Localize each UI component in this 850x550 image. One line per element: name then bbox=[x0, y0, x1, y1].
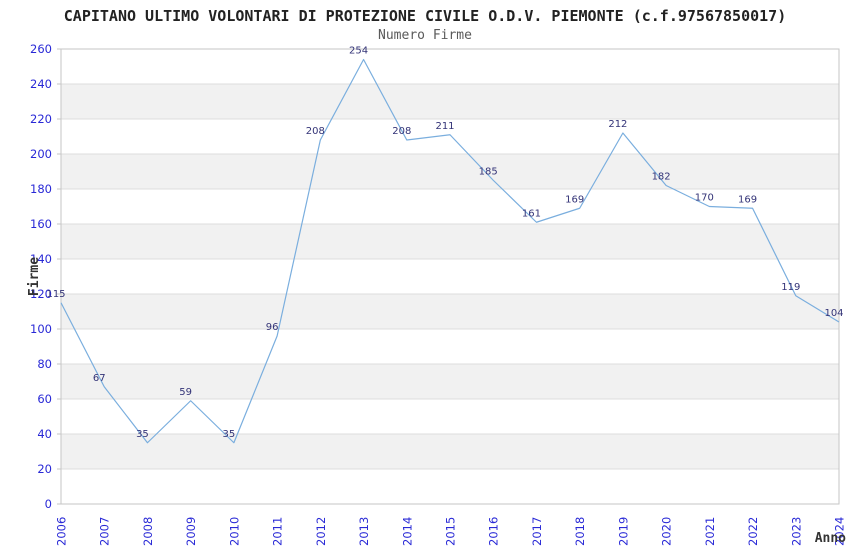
y-tick-label: 240 bbox=[30, 77, 52, 91]
grid-stripe bbox=[61, 84, 839, 119]
y-tick-label: 180 bbox=[30, 182, 52, 196]
data-point-label: 161 bbox=[522, 208, 541, 219]
y-tick-label: 200 bbox=[30, 147, 52, 161]
x-tick-label: 2014 bbox=[400, 517, 414, 546]
y-tick-label: 20 bbox=[37, 462, 52, 476]
grid-stripe bbox=[61, 154, 839, 189]
x-tick-label: 2021 bbox=[703, 517, 717, 546]
x-tick-label: 2016 bbox=[487, 517, 501, 546]
x-tick-label: 2017 bbox=[530, 517, 544, 546]
y-tick-label: 140 bbox=[30, 252, 52, 266]
y-tick-label: 160 bbox=[30, 217, 52, 231]
data-point-label: 96 bbox=[266, 322, 279, 333]
y-tick-label: 40 bbox=[37, 427, 52, 441]
y-axis-title: Firme bbox=[27, 257, 42, 296]
data-series-line bbox=[60, 58, 840, 444]
data-point-label: 170 bbox=[695, 193, 714, 204]
x-tick-label: 2024 bbox=[833, 517, 847, 546]
grid-stripe bbox=[61, 224, 839, 259]
data-point-label: 115 bbox=[46, 289, 65, 300]
data-point-label: 254 bbox=[349, 46, 368, 57]
data-point-label: 35 bbox=[136, 429, 149, 440]
y-tick-label: 120 bbox=[30, 287, 52, 301]
x-tick-label: 2009 bbox=[184, 517, 198, 546]
data-point-label: 182 bbox=[652, 172, 671, 183]
x-tick-label: 2022 bbox=[746, 517, 760, 546]
grid-stripe bbox=[61, 294, 839, 329]
data-point-label: 119 bbox=[781, 282, 800, 293]
x-tick-label: 2020 bbox=[660, 517, 674, 546]
data-point-label: 169 bbox=[738, 194, 757, 205]
data-point-label: 208 bbox=[306, 126, 325, 137]
x-axis-title: Anno bbox=[815, 531, 846, 546]
x-tick-label: 2006 bbox=[55, 517, 69, 546]
data-point-label: 208 bbox=[392, 126, 411, 137]
x-tick-label: 2018 bbox=[573, 517, 587, 546]
x-tick-label: 2023 bbox=[789, 517, 803, 546]
x-tick-label: 2007 bbox=[98, 517, 112, 546]
chart-subtitle: Numero Firme bbox=[378, 28, 472, 43]
y-tick-label: 80 bbox=[37, 357, 52, 371]
data-point-label: 104 bbox=[824, 308, 843, 319]
grid-stripe bbox=[61, 364, 839, 399]
x-tick-label: 2008 bbox=[141, 517, 155, 546]
y-tick-label: 260 bbox=[30, 42, 52, 56]
y-tick-label: 60 bbox=[37, 392, 52, 406]
data-point-label: 185 bbox=[479, 166, 498, 177]
x-tick-label: 2012 bbox=[314, 517, 328, 546]
data-point-label: 211 bbox=[435, 121, 454, 132]
data-point-label: 212 bbox=[608, 119, 627, 130]
x-tick-label: 2019 bbox=[616, 517, 630, 546]
y-tick-label: 100 bbox=[30, 322, 52, 336]
data-point-label: 59 bbox=[179, 387, 192, 398]
y-tick-label: 220 bbox=[30, 112, 52, 126]
data-point-label: 169 bbox=[565, 194, 584, 205]
data-point-label: 35 bbox=[223, 429, 236, 440]
y-tick-label: 0 bbox=[45, 497, 52, 511]
chart-title: CAPITANO ULTIMO VOLONTARI DI PROTEZIONE … bbox=[63, 7, 787, 25]
x-tick-label: 2010 bbox=[227, 517, 241, 546]
data-point-label: 67 bbox=[93, 373, 106, 384]
x-tick-label: 2013 bbox=[357, 517, 371, 546]
plot-border bbox=[60, 48, 840, 505]
x-tick-label: 2011 bbox=[271, 517, 285, 546]
grid-stripe bbox=[61, 434, 839, 469]
x-tick-label: 2015 bbox=[444, 517, 458, 546]
